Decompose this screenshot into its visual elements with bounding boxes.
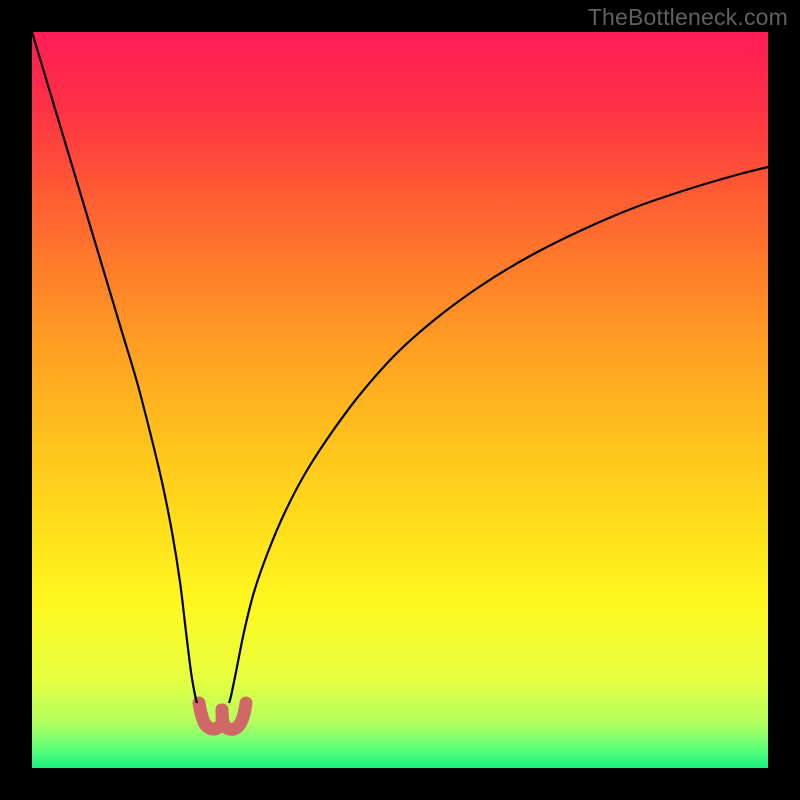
bottleneck-highlight: [199, 703, 246, 729]
chart-frame: TheBottleneck.com: [0, 0, 800, 800]
watermark-text: TheBottleneck.com: [588, 4, 788, 31]
chart-canvas: [0, 0, 800, 800]
